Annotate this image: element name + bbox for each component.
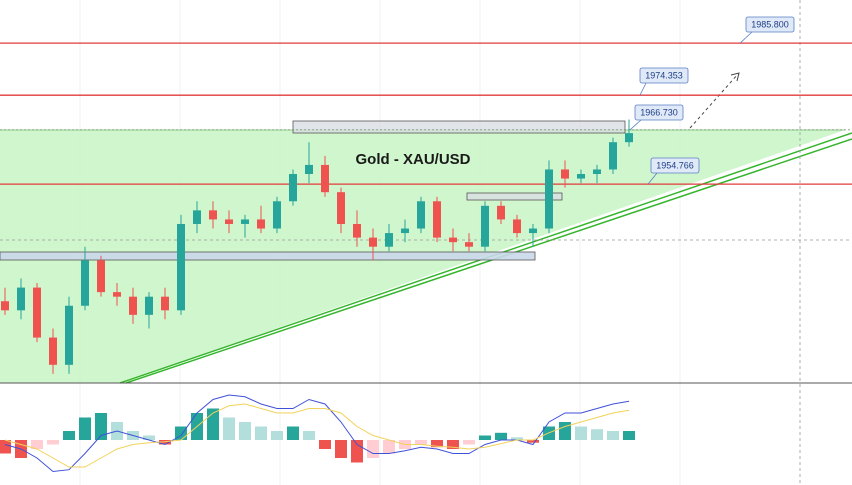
macd-histogram-bar bbox=[463, 440, 475, 445]
macd-histogram-bar bbox=[623, 431, 635, 440]
macd-histogram-bar bbox=[415, 440, 427, 445]
chart-title: Gold - XAU/USD bbox=[356, 151, 471, 168]
candle-body bbox=[113, 292, 121, 297]
candle-body bbox=[97, 260, 105, 293]
candle-body bbox=[161, 296, 169, 311]
macd-histogram-bar bbox=[303, 431, 315, 440]
macd-histogram-bar bbox=[319, 440, 331, 449]
macd-histogram-bar bbox=[607, 431, 619, 440]
level-label-box bbox=[650, 157, 700, 174]
candle-body bbox=[33, 287, 41, 338]
macd-histogram-bar bbox=[335, 440, 347, 458]
projection-arrow bbox=[689, 73, 739, 129]
macd-histogram-bar bbox=[287, 426, 299, 440]
macd-histogram-bar bbox=[207, 408, 219, 440]
candle-body bbox=[529, 228, 537, 234]
candle-body bbox=[145, 296, 153, 315]
candle-body bbox=[433, 201, 441, 238]
macd-histogram-bar bbox=[79, 417, 91, 440]
level-label-box bbox=[745, 16, 795, 33]
level-connector bbox=[739, 31, 753, 44]
macd-histogram-bar bbox=[447, 440, 459, 449]
support-box bbox=[0, 251, 536, 261]
candle-body bbox=[545, 169, 553, 229]
macd-histogram-bar bbox=[143, 435, 155, 440]
candle-body bbox=[321, 164, 329, 193]
candle-body bbox=[481, 205, 489, 247]
macd-histogram-bar bbox=[0, 440, 11, 454]
level-label: 1974.353 bbox=[645, 70, 683, 80]
level-label: 1954.766 bbox=[656, 160, 694, 170]
candle-body bbox=[1, 301, 9, 311]
candle-body bbox=[465, 242, 473, 247]
macd-histogram-bar bbox=[47, 440, 59, 445]
macd-histogram-bar bbox=[31, 440, 43, 449]
macd-histogram-bar bbox=[495, 432, 507, 440]
macd-histogram-bar bbox=[511, 437, 523, 440]
candle-body bbox=[289, 174, 297, 202]
macd-histogram-bar bbox=[591, 429, 603, 440]
level-label: 1966.730 bbox=[640, 107, 678, 117]
macd-histogram-bar bbox=[351, 440, 363, 463]
candle-body bbox=[513, 219, 521, 234]
support-line bbox=[125, 138, 852, 384]
level-label: 1985.800 bbox=[751, 19, 789, 29]
candle-body bbox=[577, 174, 585, 179]
candle-body bbox=[609, 142, 617, 170]
zone-box bbox=[466, 192, 563, 201]
macd-histogram-bar bbox=[479, 435, 491, 440]
candle-body bbox=[593, 169, 601, 175]
macd-histogram-bar bbox=[367, 440, 379, 458]
candle-body bbox=[417, 201, 425, 229]
candle-body bbox=[369, 237, 377, 247]
macd-histogram-bar bbox=[95, 413, 107, 440]
macd-histogram-bar bbox=[559, 422, 571, 440]
level-connector bbox=[639, 82, 647, 96]
candle-body bbox=[193, 210, 201, 224]
candle-body bbox=[17, 287, 25, 311]
macd-histogram-bar bbox=[239, 422, 251, 440]
level-label-box bbox=[639, 67, 689, 84]
candle-body bbox=[561, 169, 569, 179]
macd-histogram-bar bbox=[527, 440, 539, 443]
candle-body bbox=[385, 233, 393, 247]
macd-histogram-bar bbox=[223, 417, 235, 440]
candle-body bbox=[49, 337, 57, 365]
candle-body bbox=[449, 237, 457, 243]
candle-body bbox=[353, 223, 361, 238]
candle-body bbox=[177, 223, 185, 311]
arrow-head bbox=[730, 72, 740, 82]
candle-body bbox=[401, 228, 409, 234]
candle-body bbox=[273, 201, 281, 229]
level-label-box bbox=[634, 104, 684, 121]
candle-body bbox=[65, 305, 73, 365]
resistance-box bbox=[292, 120, 626, 134]
macd-histogram-bar bbox=[383, 440, 395, 454]
level-connector bbox=[629, 119, 642, 131]
candle-body bbox=[337, 192, 345, 224]
macd-histogram-bar bbox=[255, 426, 267, 440]
macd-histogram-bar bbox=[575, 426, 587, 440]
macd-histogram-bar bbox=[431, 440, 443, 448]
candle-body bbox=[209, 210, 217, 220]
candle-body bbox=[225, 219, 233, 224]
candle-body bbox=[625, 133, 633, 143]
candle-body bbox=[257, 219, 265, 229]
macd-histogram-bar bbox=[63, 431, 75, 440]
candle-body bbox=[81, 260, 89, 306]
macd-line bbox=[4, 403, 630, 468]
candle-body bbox=[129, 296, 137, 315]
macd-histogram-bar bbox=[271, 431, 283, 440]
candle-body bbox=[241, 219, 249, 224]
candle-body bbox=[497, 205, 505, 220]
candle-body bbox=[305, 164, 313, 175]
macd-line bbox=[4, 394, 630, 473]
level-connector bbox=[647, 172, 658, 185]
